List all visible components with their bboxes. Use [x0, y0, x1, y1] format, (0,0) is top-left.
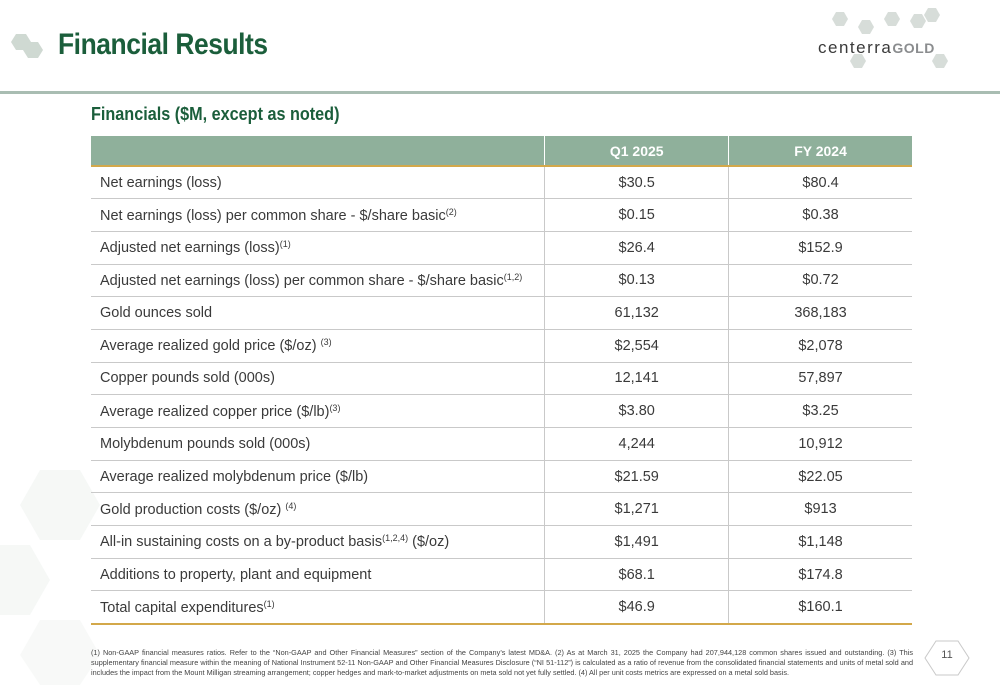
logo-wordmark: centerra — [818, 38, 893, 57]
page-number-badge: 11 — [924, 640, 970, 676]
row-label: Total capital expenditures(1) — [91, 590, 545, 625]
cell-q1-2025: $0.13 — [544, 264, 729, 298]
footnote-reference: (1) — [263, 598, 275, 609]
row-label: Net earnings (loss) per common share - $… — [91, 198, 545, 232]
column-header-label — [91, 136, 546, 167]
cell-q1-2025: $68.1 — [544, 558, 729, 592]
row-label-text: Average realized gold price ($/oz) — [100, 338, 321, 355]
page-title: Financial Results — [58, 28, 268, 61]
cell-q1-2025: 61,132 — [544, 296, 729, 330]
row-label-text: Additions to property, plant and equipme… — [100, 566, 372, 583]
cell-q1-2025: $2,554 — [544, 329, 729, 363]
cell-fy-2024: 10,912 — [728, 427, 912, 461]
table-header-row: Q1 2025 FY 2024 — [91, 136, 912, 167]
table-row: Additions to property, plant and equipme… — [91, 558, 912, 592]
cell-q1-2025: $21.59 — [544, 460, 729, 494]
table-row: Average realized molybdenum price ($/lb)… — [91, 460, 912, 494]
cell-fy-2024: 368,183 — [728, 296, 912, 330]
cell-fy-2024: $3.25 — [728, 394, 912, 428]
table-body: Net earnings (loss) $30.5 $80.4 Net earning… — [91, 166, 912, 625]
column-header-fy-2024: FY 2024 — [728, 136, 912, 167]
header-divider — [0, 91, 1000, 94]
cell-q1-2025: $3.80 — [544, 394, 729, 428]
logo-hexagon-cluster-icon — [832, 8, 948, 68]
cell-fy-2024: $80.4 — [728, 166, 912, 200]
table-row: Average realized gold price ($/oz) (3) $2… — [91, 329, 912, 363]
table-row: Net earnings (loss) $30.5 $80.4 — [91, 166, 912, 200]
row-label-text: Average realized molybdenum price ($/lb) — [100, 468, 369, 485]
page-number-hexagon-icon — [924, 640, 970, 676]
background-hexagon-pattern — [0, 470, 100, 685]
section-title: Financials ($M, except as noted) — [91, 104, 340, 124]
cell-fy-2024: $0.72 — [728, 264, 912, 298]
cell-fy-2024: $1,148 — [728, 525, 912, 559]
row-label-suffix: ($/oz) — [408, 534, 450, 551]
footnote-reference: (1,2) — [503, 271, 523, 282]
table-row: All-in sustaining costs on a by-product … — [91, 525, 912, 559]
table-row: Gold ounces sold 61,132 368,183 — [91, 296, 912, 330]
footnote-reference: (3) — [329, 402, 341, 413]
cell-fy-2024: $2,078 — [728, 329, 912, 363]
row-label: Molybdenum pounds sold (000s) — [91, 427, 545, 461]
row-label-text: All-in sustaining costs on a by-product … — [100, 534, 383, 551]
row-label: Copper pounds sold (000s) — [91, 362, 545, 396]
row-label: Adjusted net earnings (loss)(1) — [91, 231, 545, 265]
row-label-text: Average realized copper price ($/lb) — [100, 403, 330, 420]
cell-fy-2024: $0.38 — [728, 198, 912, 232]
row-label: Average realized molybdenum price ($/lb) — [91, 460, 545, 494]
cell-fy-2024: $152.9 — [728, 231, 912, 265]
cell-q1-2025: $0.15 — [544, 198, 729, 232]
cell-q1-2025: $1,491 — [544, 525, 729, 559]
table-row: Average realized copper price ($/lb)(3) $… — [91, 394, 912, 428]
table-row: Adjusted net earnings (loss) per common … — [91, 264, 912, 298]
row-label-text: Net earnings (loss) — [100, 174, 222, 191]
row-label-text: Molybdenum pounds sold (000s) — [100, 435, 311, 452]
cell-q1-2025: $30.5 — [544, 166, 729, 200]
cell-fy-2024: $160.1 — [728, 590, 912, 625]
footnote-reference: (4) — [285, 500, 297, 511]
row-label-text: Net earnings (loss) per common share - $… — [100, 207, 446, 224]
cell-q1-2025: 12,141 — [544, 362, 729, 396]
row-label: Net earnings (loss) — [91, 166, 545, 200]
cell-q1-2025: 4,244 — [544, 427, 729, 461]
financials-table: Q1 2025 FY 2024 Net earnings (loss) $30.5… — [91, 136, 912, 625]
row-label-text: Gold production costs ($/oz) — [100, 501, 286, 518]
row-label: Average realized gold price ($/oz) (3) — [91, 329, 545, 363]
page-number: 11 — [941, 649, 953, 661]
row-label: Adjusted net earnings (loss) per common … — [91, 264, 545, 298]
table-row: Copper pounds sold (000s) 12,141 57,897 — [91, 362, 912, 396]
footnote-reference: (3) — [320, 337, 332, 348]
row-label-text: Total capital expenditures — [100, 599, 264, 616]
cell-q1-2025: $46.9 — [544, 590, 729, 625]
footnote-reference: (1) — [279, 239, 291, 250]
row-label: All-in sustaining costs on a by-product … — [91, 525, 545, 559]
cell-fy-2024: $913 — [728, 492, 912, 527]
row-label-text: Gold ounces sold — [100, 305, 213, 322]
row-label: Gold ounces sold — [91, 296, 545, 330]
column-header-q1-2025: Q1 2025 — [544, 136, 730, 167]
table-row: Net earnings (loss) per common share - $… — [91, 198, 912, 232]
table-row: Adjusted net earnings (loss)(1) $26.4 $152… — [91, 231, 912, 265]
cell-q1-2025: $1,271 — [544, 492, 729, 527]
cell-fy-2024: $174.8 — [728, 558, 912, 592]
row-label-text: Adjusted net earnings (loss) — [100, 240, 280, 257]
footnote-reference: (2) — [445, 206, 457, 217]
table-row: Molybdenum pounds sold (000s) 4,244 10,912 — [91, 427, 912, 461]
footnote-reference: (1,2,4) — [382, 533, 409, 544]
row-label-text: Adjusted net earnings (loss) per common … — [100, 272, 504, 289]
table-row: Gold production costs ($/oz) (4) $1,271 $9… — [91, 492, 912, 527]
row-label: Gold production costs ($/oz) (4) — [91, 492, 545, 527]
row-label: Average realized copper price ($/lb)(3) — [91, 394, 545, 428]
footnote: (1) Non-GAAP financial measures ratios. … — [91, 648, 913, 677]
cell-q1-2025: $26.4 — [544, 231, 729, 265]
company-logo: centerraGOLD — [810, 6, 980, 74]
row-label-text: Copper pounds sold (000s) — [100, 370, 275, 387]
cell-fy-2024: $22.05 — [728, 460, 912, 494]
table-row: Total capital expenditures(1) $46.9 $160.1 — [91, 590, 912, 625]
title-hexagon-icon — [11, 34, 43, 58]
logo-wordmark-suffix: GOLD — [892, 40, 935, 56]
row-label: Additions to property, plant and equipme… — [91, 558, 545, 592]
cell-fy-2024: 57,897 — [728, 362, 912, 396]
